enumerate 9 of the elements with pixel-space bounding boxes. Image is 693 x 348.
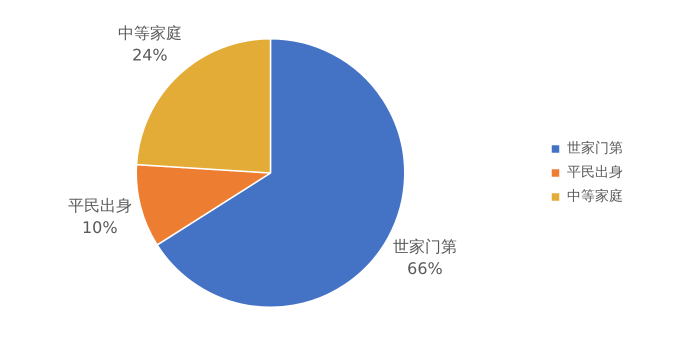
data-label: 24% [132, 46, 168, 65]
legend-label: 世家门第 [567, 140, 623, 157]
data-label: 10% [82, 218, 118, 237]
slice-label: 中等家庭 [118, 24, 182, 43]
slice-label: 世家门第 [392, 237, 457, 256]
slice-label: 平民出身 [68, 196, 132, 215]
data-label: 66% [407, 259, 443, 278]
legend-label: 平民出身 [567, 164, 623, 181]
legend-label: 中等家庭 [567, 188, 623, 205]
